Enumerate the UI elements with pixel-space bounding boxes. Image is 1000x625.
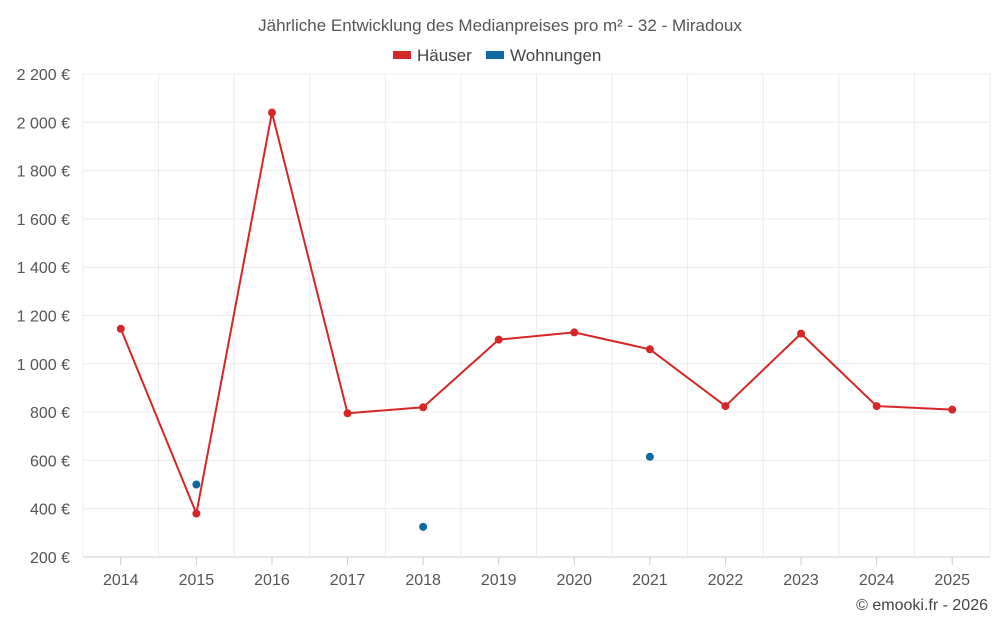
x-tick-label: 2020 xyxy=(556,572,592,589)
x-tick-label: 2016 xyxy=(254,572,290,589)
legend-swatch-haeuser xyxy=(393,51,411,59)
y-axis: 200 € 400 € 600 € 800 € 1 000 € 1 200 € 1 400 … xyxy=(17,67,70,567)
x-tick-label: 2017 xyxy=(330,572,366,589)
data-point-haeuser[interactable] xyxy=(419,403,428,412)
y-tick-label: 2 200 € xyxy=(17,67,70,84)
data-point-haeuser[interactable] xyxy=(494,335,503,344)
grid xyxy=(82,73,991,558)
y-tick-label: 2 000 € xyxy=(17,115,70,132)
credit-text: © emooki.fr - 2026 xyxy=(856,597,988,614)
data-point-haeuser[interactable] xyxy=(192,509,201,518)
x-tick-label: 2024 xyxy=(859,572,895,589)
y-tick-label: 200 € xyxy=(30,550,70,567)
y-tick-label: 400 € xyxy=(30,502,70,519)
data-point-haeuser[interactable] xyxy=(116,324,125,333)
legend-label-haeuser: Häuser xyxy=(417,46,472,65)
legend-label-wohnungen: Wohnungen xyxy=(510,46,601,65)
series-layer xyxy=(116,108,957,531)
y-tick-label: 1 800 € xyxy=(17,164,70,181)
data-point-haeuser[interactable] xyxy=(948,405,957,414)
legend-swatch-wohnungen xyxy=(486,51,504,59)
y-tick-label: 1 400 € xyxy=(17,260,70,277)
y-tick-label: 1 600 € xyxy=(17,212,70,229)
y-tick-label: 600 € xyxy=(30,453,70,470)
x-tick-label: 2023 xyxy=(783,572,819,589)
data-point-wohnungen[interactable] xyxy=(645,452,654,461)
data-point-haeuser[interactable] xyxy=(570,328,579,337)
x-tick-label: 2021 xyxy=(632,572,668,589)
y-tick-label: 1 000 € xyxy=(17,357,70,374)
data-point-haeuser[interactable] xyxy=(267,108,276,117)
data-point-wohnungen[interactable] xyxy=(419,522,428,531)
legend: Häuser Wohnungen xyxy=(393,46,601,65)
legend-item-haeuser[interactable]: Häuser xyxy=(393,46,472,65)
series-line-haeuser xyxy=(119,111,953,515)
y-tick-label: 1 200 € xyxy=(17,309,70,326)
x-tick-label: 2022 xyxy=(708,572,744,589)
data-point-haeuser[interactable] xyxy=(343,409,352,418)
data-point-wohnungen[interactable] xyxy=(192,480,201,489)
x-tick-label: 2025 xyxy=(934,572,970,589)
x-tick-label: 2015 xyxy=(179,572,215,589)
legend-item-wohnungen[interactable]: Wohnungen xyxy=(486,46,601,65)
data-point-haeuser[interactable] xyxy=(797,329,806,338)
data-point-haeuser[interactable] xyxy=(872,402,881,411)
x-axis: 2014 2015 2016 2017 2018 2019 2020 2021 2022 2023… xyxy=(103,557,970,589)
y-tick-label: 800 € xyxy=(30,405,70,422)
x-tick-label: 2019 xyxy=(481,572,517,589)
x-tick-label: 2018 xyxy=(405,572,441,589)
data-point-haeuser[interactable] xyxy=(645,345,654,354)
data-point-haeuser[interactable] xyxy=(721,402,730,411)
x-tick-label: 2014 xyxy=(103,572,139,589)
chart-title: Jährliche Entwicklung des Medianpreises … xyxy=(258,16,742,35)
